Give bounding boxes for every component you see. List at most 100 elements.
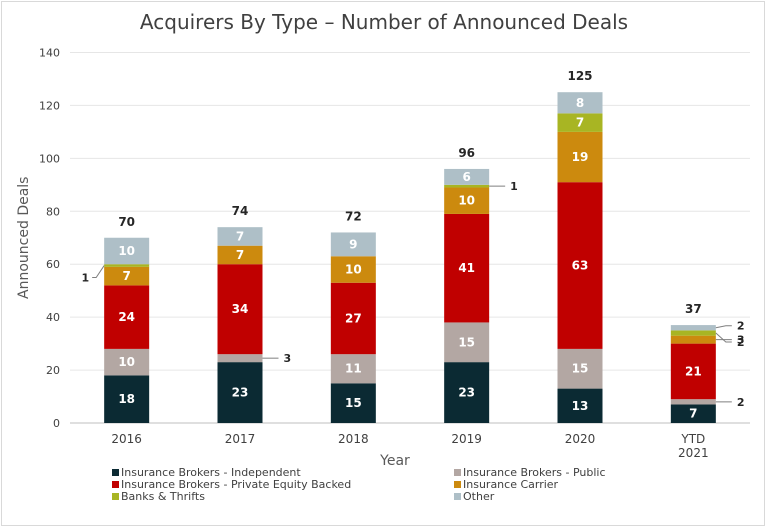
bar-segment [104, 266, 150, 286]
data-label: 23 [458, 386, 475, 400]
legend-label: Banks & Thrifts [121, 490, 205, 503]
data-label: 24 [118, 310, 135, 324]
bar-segment [670, 330, 716, 336]
data-label: 27 [345, 311, 362, 325]
total-label: 72 [345, 209, 362, 223]
bar-segment [217, 264, 263, 355]
y-tick-label: 80 [46, 205, 60, 218]
x-tick-label: 2020 [565, 432, 596, 446]
bar-segment [330, 282, 376, 355]
data-label: 8 [576, 96, 584, 110]
callout-line [715, 325, 732, 329]
data-label: 2 [737, 396, 745, 409]
bar-segment [444, 187, 490, 214]
data-label: 63 [572, 259, 589, 273]
data-label: 10 [118, 355, 135, 369]
bar-segment [670, 404, 716, 423]
bar-segment [444, 168, 490, 185]
x-tick-label: YTD [680, 432, 705, 446]
data-label: 9 [349, 237, 357, 251]
bar-segment [557, 348, 603, 389]
callout-line [92, 265, 105, 279]
bar-segment [104, 285, 150, 349]
bar-segment [104, 237, 150, 265]
callout-line [715, 332, 732, 343]
x-tick-label: 2017 [225, 432, 256, 446]
legend-swatch [454, 481, 461, 488]
data-label: 2 [737, 336, 745, 349]
y-tick-label: 40 [46, 311, 60, 324]
bar-segment [670, 325, 716, 331]
y-tick-label: 100 [39, 152, 60, 165]
chart-title: Acquirers By Type – Number of Announced … [139, 10, 629, 34]
y-tick-label: 0 [53, 417, 60, 430]
bar-segment [104, 375, 150, 423]
data-label: 15 [345, 396, 362, 410]
bar-segment [104, 348, 150, 376]
bar-segment [217, 362, 263, 423]
bar-segment [330, 232, 376, 257]
legend-label: Insurance Brokers - Public [463, 466, 606, 479]
data-label: 3 [284, 352, 292, 365]
x-tick-label: 2018 [338, 432, 369, 446]
data-label: 34 [232, 302, 249, 316]
legend-label: Insurance Carrier [463, 478, 559, 491]
bar-segment [217, 227, 263, 246]
bar-segment [217, 245, 263, 265]
data-label: 2 [737, 320, 745, 333]
bar-segment [330, 354, 376, 384]
total-label: 125 [567, 69, 592, 83]
data-label: 10 [345, 263, 362, 277]
data-label: 18 [118, 392, 135, 406]
data-label: 7 [689, 407, 697, 421]
data-label: 21 [685, 364, 702, 378]
legend-label: Other [463, 490, 495, 503]
legend-swatch [112, 481, 119, 488]
bar-segment [557, 131, 603, 183]
x-tick-label: 2021 [678, 446, 709, 460]
data-label: 15 [458, 335, 475, 349]
total-label: 70 [118, 215, 135, 229]
data-label: 13 [572, 399, 589, 413]
data-label: 7 [236, 248, 244, 262]
y-tick-label: 120 [39, 99, 60, 112]
data-label: 1 [510, 180, 518, 193]
x-tick-label: 2019 [451, 432, 482, 446]
bar-segment [444, 184, 490, 188]
legend-swatch [112, 469, 119, 476]
y-tick-label: 20 [46, 364, 60, 377]
total-label: 74 [232, 204, 249, 218]
data-label: 10 [458, 194, 475, 208]
y-axis-title: Announced Deals [16, 177, 32, 299]
bar-segment [670, 343, 716, 400]
bar-segment [217, 354, 263, 363]
data-label: 7 [122, 269, 130, 283]
total-label: 96 [458, 146, 475, 160]
x-tick-label: 2016 [111, 432, 142, 446]
legend-label: Insurance Brokers - Independent [121, 466, 301, 479]
y-tick-label: 60 [46, 258, 60, 271]
bar-segment [557, 92, 603, 114]
bar-segment [444, 213, 490, 323]
bar-segment [104, 264, 150, 267]
bar-segment [330, 383, 376, 423]
legend-swatch [454, 469, 461, 476]
bar-segment [444, 322, 490, 363]
bar-segment [557, 113, 603, 132]
data-label: 7 [576, 116, 584, 130]
bar-segment [557, 388, 603, 423]
data-label: 1 [82, 272, 90, 285]
legend-label: Insurance Brokers - Private Equity Backe… [121, 478, 351, 491]
y-tick-label: 140 [39, 47, 60, 60]
data-label: 10 [118, 244, 135, 258]
bar-segment [670, 399, 716, 405]
bar-segment [330, 256, 376, 283]
data-label: 19 [572, 150, 589, 164]
x-axis-title: Year [379, 453, 410, 469]
bar-segment [670, 335, 716, 344]
legend-swatch [454, 493, 461, 500]
bar-segment [557, 182, 603, 349]
bar-segment [444, 362, 490, 423]
data-label: 6 [462, 170, 470, 184]
